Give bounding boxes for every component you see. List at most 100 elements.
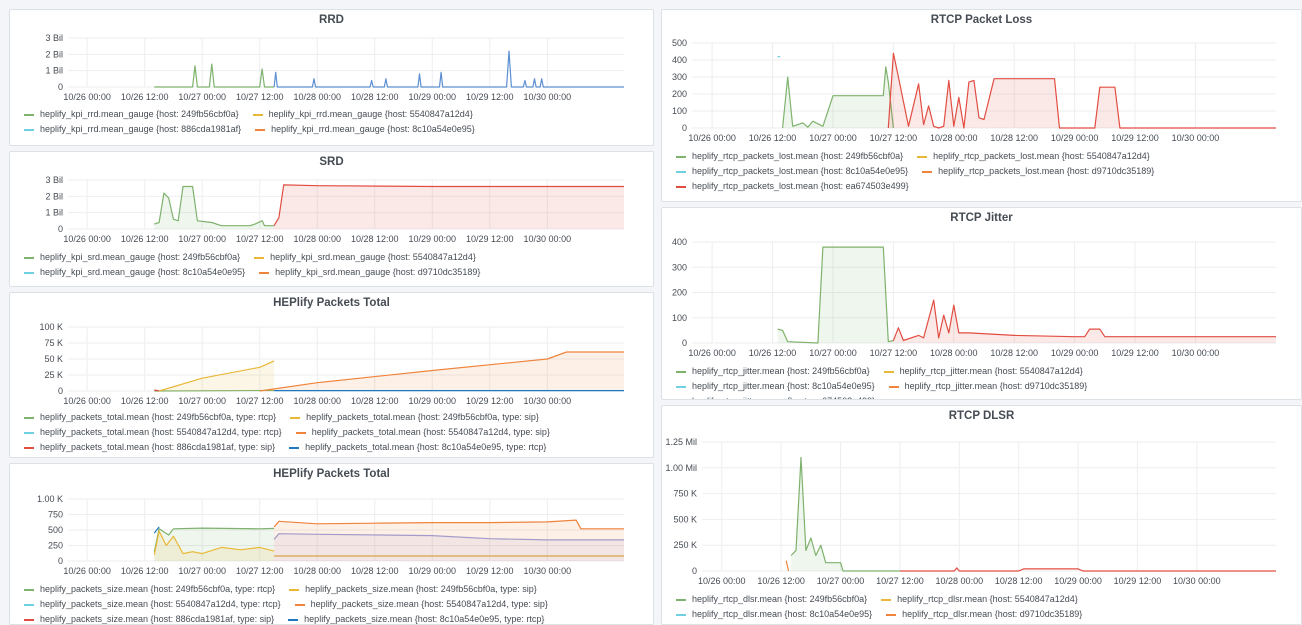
legend-item[interactable]: heplify_kpi_rrd.mean_gauge {host: 8c10a5… — [255, 122, 475, 137]
legend-label: heplify_packets_total.mean {host: 886cda… — [40, 442, 276, 452]
y-tick-label: 0 — [58, 82, 63, 92]
x-tick-label: 10/26 12:00 — [749, 133, 797, 143]
legend-item[interactable]: heplify_packets_total.mean {host: 886cda… — [24, 440, 275, 455]
legend-swatch — [676, 613, 686, 616]
y-tick-label: 2 Bil — [45, 49, 63, 59]
x-tick-label: 10/29 12:00 — [466, 92, 514, 102]
panel-title[interactable]: RRD — [319, 14, 344, 26]
panel-title[interactable]: HEPlify Packets Total — [273, 468, 390, 480]
legend-item[interactable]: heplify_kpi_srd.mean_gauge {host: 249fb5… — [24, 250, 240, 265]
legend-item[interactable]: heplify_packets_size.mean {host: 886cda1… — [24, 612, 274, 624]
legend-label: heplify_packets_total.mean {host: 249fb5… — [306, 412, 539, 422]
legend-swatch — [676, 170, 686, 173]
legend-item[interactable]: heplify_rtcp_jitter.mean {host: 8c10a54e… — [676, 379, 875, 394]
legend-item[interactable]: heplify_packets_size.mean {host: 249fb56… — [289, 582, 537, 597]
y-tick-label: 400 — [672, 55, 687, 65]
legend-item[interactable]: heplify_packets_total.mean {host: 249fb5… — [290, 410, 539, 425]
legend-swatch — [886, 613, 897, 616]
legend-item[interactable]: heplify_rtcp_packets_lost.mean {host: 8c… — [676, 164, 908, 179]
x-tick-label: 10/29 12:00 — [1111, 133, 1159, 143]
legend-item[interactable]: heplify_kpi_rrd.mean_gauge {host: 554084… — [252, 107, 473, 122]
series-area — [888, 53, 1276, 129]
legend-item[interactable]: heplify_kpi_srd.mean_gauge {host: d9710d… — [259, 265, 480, 280]
series-area — [274, 533, 624, 561]
series-line — [777, 246, 894, 344]
legend-label: heplify_packets_size.mean {host: 249fb56… — [305, 584, 537, 594]
legend-item[interactable]: heplify_rtcp_jitter.mean {host: 249fb56c… — [676, 364, 870, 379]
series-line — [790, 456, 900, 572]
legend-item[interactable]: heplify_packets_size.mean {host: 8c10a54… — [288, 612, 544, 624]
series-area — [274, 520, 624, 561]
legend-item[interactable]: heplify_kpi_srd.mean_gauge {host: 554084… — [254, 250, 476, 265]
y-tick-label: 500 K — [673, 514, 697, 524]
legend: heplify_packets_size.mean {host: 249fb56… — [24, 582, 647, 624]
x-tick-label: 10/27 12:00 — [870, 348, 918, 358]
legend-item[interactable]: heplify_rtcp_dlsr.mean {host: 8c10a54e0e… — [676, 607, 872, 622]
legend-item[interactable]: heplify_packets_total.mean {host: 554084… — [24, 425, 282, 440]
legend-item[interactable]: heplify_packets_total.mean {host: 554084… — [295, 425, 550, 440]
legend-item[interactable]: heplify_kpi_srd.mean_gauge {host: 8c10a5… — [24, 265, 245, 280]
legend-item[interactable]: heplify_rtcp_jitter.mean {host: d9710dc3… — [888, 379, 1087, 394]
legend-swatch — [254, 256, 265, 259]
legend-swatch — [883, 370, 894, 373]
legend-item[interactable]: heplify_rtcp_packets_lost.mean {host: 55… — [917, 149, 1150, 164]
legend-item[interactable]: heplify_rtcp_jitter.mean {host: 5540847a… — [883, 364, 1083, 379]
legend-item[interactable]: heplify_rtcp_jitter.mean {host: ea674503… — [676, 394, 875, 399]
series-line — [782, 66, 894, 129]
x-tick-label: 10/27 12:00 — [236, 566, 284, 576]
series-area — [777, 247, 894, 343]
legend-item[interactable]: heplify_rtcp_dlsr.mean {host: 5540847a12… — [881, 592, 1078, 607]
panel-title[interactable]: HEPlify Packets Total — [273, 297, 390, 309]
legend-item[interactable]: heplify_rtcp_packets_lost.mean {host: d9… — [922, 164, 1154, 179]
x-tick-label: 10/28 12:00 — [990, 133, 1038, 143]
panel-heplify-packets-total-2: HEPlify Packets Total 0 250 500 750 1.00 K 10… — [9, 463, 654, 625]
legend-item[interactable]: heplify_rtcp_packets_lost.mean {host: 24… — [676, 149, 903, 164]
legend-swatch — [676, 185, 686, 188]
legend-item[interactable]: heplify_kpi_rrd.mean_gauge {host: 249fb5… — [24, 107, 239, 122]
legend-label: heplify_rtcp_packets_lost.mean {host: 24… — [692, 151, 904, 161]
legend-item[interactable]: heplify_kpi_rrd.mean_gauge {host: 886cda… — [24, 122, 241, 137]
legend: heplify_packets_total.mean {host: 249fb5… — [24, 410, 647, 455]
series-line — [273, 50, 624, 88]
x-tick-label: 10/26 00:00 — [688, 348, 736, 358]
legend-item[interactable]: heplify_packets_total.mean {host: 249fb5… — [24, 410, 276, 425]
x-tick-label: 10/27 00:00 — [178, 396, 226, 406]
panel-rrd: RRD 0 1 Bil 2 Bil 3 Bil 10/26 00:00 10/26 12:… — [9, 9, 654, 146]
legend-label: heplify_packets_size.mean {host: 5540847… — [310, 599, 548, 609]
legend-swatch — [259, 271, 270, 274]
chart-heplify-packets-total-2: 0 250 500 750 1.00 K 10/26 00:00 10/26 12:00 10… — [37, 494, 624, 576]
y-tick-label: 500 — [48, 525, 63, 535]
legend-item[interactable]: heplify_rtcp_dlsr.mean {host: d9710dc351… — [886, 607, 1082, 622]
panel-title[interactable]: RTCP DLSR — [948, 410, 1015, 422]
series-line — [887, 52, 1276, 129]
legend-item[interactable]: heplify_packets_total.mean {host: 8c10a5… — [289, 440, 546, 455]
legend-item[interactable]: heplify_rtcp_packets_lost.mean {host: ea… — [676, 179, 909, 194]
legend-swatch — [290, 416, 301, 419]
y-tick-label: 0 — [58, 224, 63, 234]
legend: heplify_rtcp_jitter.mean {host: 249fb56c… — [676, 364, 1295, 399]
legend-item[interactable]: heplify_packets_size.mean {host: 5540847… — [294, 597, 548, 612]
legend-label: heplify_rtcp_packets_lost.mean {host: 55… — [933, 151, 1150, 161]
legend-item[interactable]: heplify_rtcp_dlsr.mean {host: 249fb56cbf… — [676, 592, 867, 607]
panel-srd: SRD 0 1 Bil 2 Bil 3 Bil 10/26 00:00 10/26 12:… — [9, 151, 654, 287]
y-tick-label: 100 — [672, 313, 687, 323]
y-tick-label: 1.00 Mil — [665, 463, 697, 473]
y-tick-label: 250 K — [673, 540, 697, 550]
legend-label: heplify_rtcp_dlsr.mean {host: 249fb56cbf… — [692, 594, 868, 604]
legend-item[interactable]: heplify_packets_size.mean {host: 249fb56… — [24, 582, 275, 597]
x-tick-label: 10/29 12:00 — [1114, 576, 1162, 586]
panel-title[interactable]: RTCP Packet Loss — [930, 14, 1033, 26]
legend-item[interactable]: heplify_packets_size.mean {host: 5540847… — [24, 597, 281, 612]
legend-swatch — [288, 618, 299, 621]
series-line — [158, 360, 275, 392]
panel-title[interactable]: SRD — [319, 156, 344, 168]
x-tick-label: 10/27 12:00 — [236, 396, 284, 406]
series-area — [893, 300, 1276, 343]
y-tick-label: 50 K — [44, 354, 63, 364]
series-line — [153, 530, 275, 555]
legend-swatch — [24, 113, 34, 116]
x-tick-label: 10/26 00:00 — [63, 234, 111, 244]
legend-swatch — [295, 431, 306, 434]
x-tick-label: 10/28 00:00 — [936, 576, 984, 586]
panel-title[interactable]: RTCP Jitter — [950, 212, 1013, 224]
